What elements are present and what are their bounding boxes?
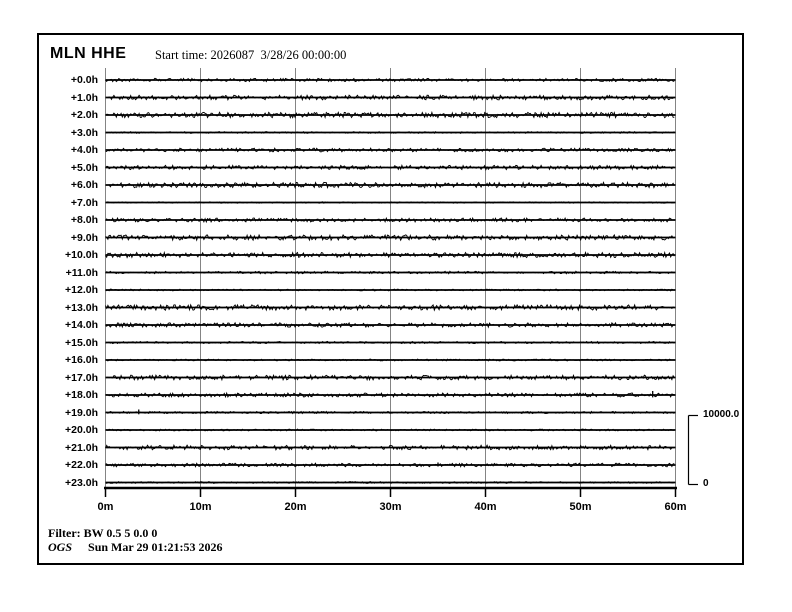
trace-noise xyxy=(105,321,675,329)
hour-row-label: +13.0h xyxy=(65,301,98,314)
trace-noise xyxy=(105,358,675,362)
hour-row-label: +23.0h xyxy=(65,476,98,489)
x-axis-tick-label: 30m xyxy=(379,501,402,513)
x-axis-tick-label: 50m xyxy=(569,501,592,513)
trace-noise xyxy=(105,373,675,382)
plot-frame-border xyxy=(37,33,744,565)
x-axis-tick-label: 10m xyxy=(189,501,212,513)
trace-noise xyxy=(105,270,675,275)
hour-row-label: +2.0h xyxy=(70,109,98,121)
trace-noise xyxy=(105,391,675,399)
trace-noise xyxy=(105,180,675,190)
hour-row-label: +3.0h xyxy=(70,126,98,139)
hour-row-label: +18.0h xyxy=(65,389,98,401)
hour-row-label: +14.0h xyxy=(65,319,98,331)
trace-noise xyxy=(105,77,675,83)
hour-row-label: +11.0h xyxy=(65,266,98,279)
hour-row-label: +1.0h xyxy=(70,91,98,104)
start-time-label: Start time: 2026087 3/28/26 00:00:00 xyxy=(155,48,347,62)
trace-noise xyxy=(105,201,675,204)
trace-noise xyxy=(105,110,675,120)
trace-noise xyxy=(105,481,675,485)
hour-row-label: +16.0h xyxy=(65,354,98,366)
hour-row-label: +0.0h xyxy=(70,74,98,86)
hour-row-label: +7.0h xyxy=(70,196,98,209)
hour-row-label: +6.0h xyxy=(70,179,98,191)
hour-row-label: +15.0h xyxy=(65,336,98,349)
hour-row-label: +8.0h xyxy=(70,214,98,226)
trace-noise xyxy=(105,216,675,224)
hour-row-label: +9.0h xyxy=(70,231,98,244)
footer-credit-line: OGS Sun Mar 29 01:21:53 2026 xyxy=(48,540,222,555)
hour-row-label: +12.0h xyxy=(65,284,98,296)
generated-timestamp: Sun Mar 29 01:21:53 2026 xyxy=(88,540,223,554)
trace-noise xyxy=(105,93,675,102)
x-axis-tick-label: 0m xyxy=(97,501,114,513)
hour-row-label: +20.0h xyxy=(65,424,98,436)
trace-noise xyxy=(105,303,675,312)
hour-row-label: +5.0h xyxy=(70,161,98,174)
trace-noise xyxy=(105,130,675,135)
station-title: MLN HHE xyxy=(50,45,127,62)
filter-info: Filter: BW 0.5 5 0.0 0 xyxy=(48,526,158,540)
x-axis-tick-label: 40m xyxy=(474,501,497,513)
scale-min-label: 0 xyxy=(703,478,709,489)
trace-noise xyxy=(105,410,675,415)
hour-row-label: +19.0h xyxy=(65,406,98,419)
hour-row-label: +22.0h xyxy=(65,459,98,471)
trace-noise xyxy=(105,340,675,345)
hour-row-label: +17.0h xyxy=(65,371,98,384)
x-axis-tick-label: 20m xyxy=(284,501,307,513)
trace-noise xyxy=(105,233,675,242)
trace-noise xyxy=(105,428,675,432)
hour-row-label: +4.0h xyxy=(70,144,98,156)
org-label: OGS xyxy=(48,540,73,554)
trace-noise xyxy=(105,288,675,292)
trace-noise xyxy=(105,164,675,171)
trace-noise xyxy=(105,147,675,153)
scale-max-label: 10000.0 xyxy=(703,409,740,420)
trace-noise xyxy=(105,444,675,451)
hour-row-label: +10.0h xyxy=(65,249,98,261)
hour-row-label: +21.0h xyxy=(65,441,98,454)
x-axis-tick-label: 60m xyxy=(664,501,687,513)
trace-noise xyxy=(105,250,675,259)
trace-noise xyxy=(105,462,675,468)
